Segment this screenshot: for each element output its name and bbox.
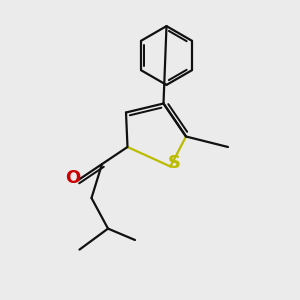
Text: O: O [66, 169, 81, 187]
Text: S: S [167, 154, 181, 172]
